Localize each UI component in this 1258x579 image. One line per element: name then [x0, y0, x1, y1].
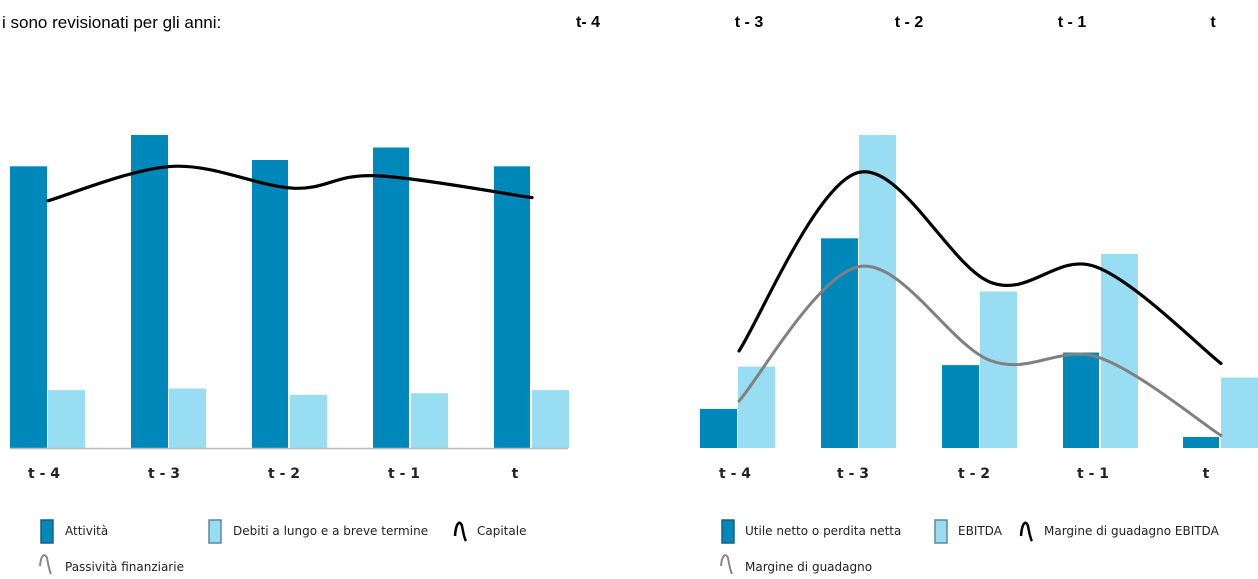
tick-label-5: t	[1203, 466, 1210, 482]
dark-bar-1	[700, 408, 737, 448]
legend-label: Margine di guadagno EBITDA	[1044, 524, 1220, 538]
header-year-2: t - 3	[735, 14, 764, 31]
legend-black-line-swatch	[453, 521, 468, 542]
legend-item-black-line: Margine di guadagno EBITDA	[1019, 521, 1220, 542]
legend-item-black-line: Capitale	[453, 521, 526, 542]
chart-left: t - 4 t - 3 t - 2 t - 1 t	[10, 135, 569, 482]
tick-label-1: t - 4	[719, 466, 751, 482]
left-lines	[46, 164, 534, 203]
left-ticks: t - 4 t - 3 t - 2 t - 1 t	[28, 466, 519, 482]
dark-bar-2	[821, 238, 858, 448]
legend-item-dark-bar: Utile netto o perdita netta	[721, 519, 901, 544]
light-bar-4	[1101, 253, 1138, 448]
header-year-4: t - 1	[1058, 14, 1087, 31]
left-bars	[10, 135, 569, 449]
tick-label-3: t - 2	[268, 466, 300, 482]
legend-left: Attività Debiti a lungo e a breve termin…	[39, 519, 526, 575]
legend-black-line-swatch	[1019, 521, 1034, 542]
tick-label-4: t - 1	[1077, 466, 1109, 482]
tick-label-4: t - 1	[388, 466, 420, 482]
legend-item-gray-line: Passività finanziarie	[39, 554, 184, 575]
header-year-3: t - 2	[895, 14, 924, 31]
light-bar-5	[532, 390, 569, 448]
legend-item-light-bar: Debiti a lungo e a breve termine	[208, 519, 428, 544]
legend-label: Attività	[65, 524, 108, 538]
right-lines	[737, 170, 1223, 437]
tick-label-1: t - 4	[28, 466, 60, 482]
light-bar-2	[859, 135, 896, 448]
legend-gray-line-swatch	[39, 554, 52, 575]
legend-gray-line-swatch	[720, 554, 733, 575]
light-bar-1	[738, 366, 775, 448]
tick-label-2: t - 3	[837, 466, 869, 482]
black-line-series	[737, 170, 1223, 366]
legend-right: Utile netto o perdita netta EBITDA Margi…	[720, 519, 1220, 575]
light-bar-2	[169, 388, 206, 448]
dark-bar-5	[1183, 437, 1219, 448]
dark-bar-3	[252, 160, 288, 448]
header-year-1: t- 4	[576, 14, 600, 31]
legend-label: Utile netto o perdita netta	[745, 524, 901, 538]
legend-dark-bar-swatch	[721, 519, 735, 544]
black-line-series	[46, 164, 534, 203]
light-bar-4	[411, 393, 448, 448]
legend-item-dark-bar: Attività	[40, 519, 108, 544]
legend-label: EBITDA	[958, 524, 1003, 538]
tick-label-2: t - 3	[148, 466, 180, 482]
legend-label: Margine di guadagno	[745, 560, 872, 574]
dark-bar-2	[131, 135, 168, 448]
dark-bar-4	[1063, 352, 1099, 448]
dark-bar-3	[942, 365, 979, 448]
right-ticks: t - 4 t - 3 t - 2 t - 1 t	[719, 466, 1210, 482]
header: i sono revisionati per gli anni: t- 4 t …	[2, 13, 1216, 32]
legend-label: Debiti a lungo e a breve termine	[233, 524, 428, 538]
light-bar-3	[290, 394, 327, 448]
legend-item-gray-line: Margine di guadagno	[720, 554, 872, 575]
light-bar-5	[1221, 377, 1258, 448]
legend-label: Capitale	[477, 524, 526, 538]
tick-label-3: t - 2	[958, 466, 990, 482]
legend-item-light-bar: EBITDA	[934, 519, 1003, 544]
header-intro: i sono revisionati per gli anni:	[2, 13, 221, 32]
light-bar-3	[980, 291, 1017, 448]
dark-bar-1	[10, 166, 47, 449]
legend-label: Passività finanziarie	[65, 560, 184, 574]
legend-dark-bar-swatch	[40, 519, 54, 544]
chart-right: t - 4 t - 3 t - 2 t - 1 t	[700, 135, 1258, 482]
tick-label-5: t	[512, 466, 519, 482]
header-year-5: t	[1210, 14, 1216, 31]
dark-bar-4	[373, 147, 409, 448]
gray-line-series	[737, 264, 1223, 437]
dark-bar-5	[494, 166, 530, 449]
legend-light-bar-swatch	[208, 519, 222, 544]
legend-light-bar-swatch	[934, 519, 948, 544]
light-bar-1	[48, 390, 85, 448]
